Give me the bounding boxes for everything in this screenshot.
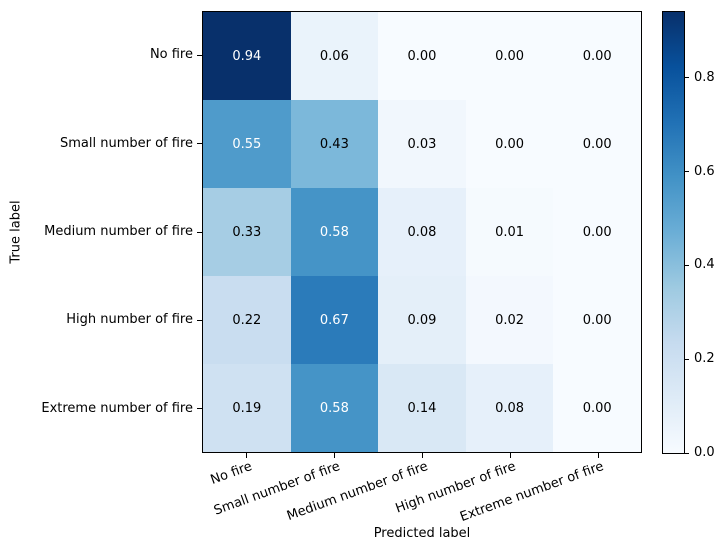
matrix-cell: 0.00 <box>378 12 466 100</box>
matrix-cell-value: 0.00 <box>582 136 612 152</box>
tick-mark <box>197 143 202 145</box>
y-tick-label: No fire <box>149 47 193 63</box>
matrix-cell-value: 0.58 <box>319 400 349 416</box>
colorbar-gradient <box>663 12 684 453</box>
matrix-cell: 0.58 <box>290 188 379 276</box>
colorbar <box>662 11 685 454</box>
x-tick-label: No fire <box>208 459 255 488</box>
colorbar-tick-label: 0.0 <box>694 445 715 460</box>
matrix-cell: 0.08 <box>378 188 466 276</box>
matrix-cell: 0.67 <box>290 276 379 364</box>
tick-mark <box>597 453 599 458</box>
colorbar-tick-label: 0.4 <box>694 257 715 273</box>
matrix-cell-value: 0.58 <box>319 224 349 240</box>
matrix-cell: 0.01 <box>465 188 554 276</box>
matrix-cell: 0.00 <box>465 100 554 188</box>
matrix-cell: 0.03 <box>378 100 466 188</box>
matrix-cell-value: 0.06 <box>319 48 349 64</box>
matrix-cell-value: 0.43 <box>319 136 349 152</box>
matrix-cell-value: 0.00 <box>407 48 437 64</box>
matrix-cell: 0.55 <box>203 100 291 188</box>
matrix-cell-value: 0.09 <box>407 312 437 328</box>
tick-mark <box>245 453 247 458</box>
matrix-cell-value: 0.19 <box>232 400 262 416</box>
matrix-cell: 0.19 <box>203 364 291 452</box>
tick-mark <box>197 231 202 233</box>
tick-mark <box>197 54 202 56</box>
matrix-cell-value: 0.22 <box>232 312 262 328</box>
tick-mark <box>685 452 689 454</box>
y-tick-label: Small number of fire <box>59 135 193 151</box>
matrix-cell: 0.43 <box>290 100 379 188</box>
matrix-cell: 0.06 <box>290 12 379 100</box>
tick-mark <box>509 453 511 458</box>
matrix-cell: 0.09 <box>378 276 466 364</box>
matrix-cell: 0.14 <box>378 364 466 452</box>
matrix-cell-value: 0.02 <box>495 312 525 328</box>
matrix-cell: 0.22 <box>203 276 291 364</box>
matrix-cell: 0.33 <box>203 188 291 276</box>
y-tick-label: Medium number of fire <box>44 224 193 239</box>
matrix-cell-value: 0.14 <box>407 400 437 416</box>
tick-mark <box>685 264 689 266</box>
y-tick-label: Extreme number of fire <box>41 400 193 416</box>
matrix-cell: 0.00 <box>553 188 641 276</box>
x-axis-label: Predicted label <box>373 526 471 541</box>
matrix-cell: 0.02 <box>465 276 554 364</box>
matrix-cell: 0.94 <box>203 12 291 100</box>
matrix-cell-value: 0.00 <box>582 224 612 240</box>
tick-mark <box>685 171 689 172</box>
colorbar-tick-label: 0.8 <box>694 69 715 85</box>
tick-mark <box>333 453 335 458</box>
matrix-cell-value: 0.08 <box>495 400 525 416</box>
matrix-cell-value: 0.00 <box>582 48 612 64</box>
matrix-cell-value: 0.33 <box>232 224 262 240</box>
matrix-cell-value: 0.08 <box>407 224 437 240</box>
matrix-cell-value: 0.01 <box>495 224 525 240</box>
matrix-cell: 0.00 <box>553 100 641 188</box>
matrix-cell-value: 0.03 <box>407 136 437 152</box>
y-tick-label: High number of fire <box>66 312 193 328</box>
tick-mark <box>685 77 689 79</box>
colorbar-tick-label: 0.6 <box>694 163 715 179</box>
matrix-cell-value: 0.00 <box>495 136 525 152</box>
matrix-cell: 0.00 <box>553 364 641 452</box>
x-tick-label: Extreme number of fire <box>458 459 607 525</box>
matrix-cell-value: 0.55 <box>232 136 262 152</box>
matrix-cell: 0.00 <box>553 12 641 100</box>
matrix-cell-value: 0.00 <box>582 400 612 416</box>
tick-mark <box>421 453 423 458</box>
matrix-cell-value: 0.94 <box>232 48 262 64</box>
tick-mark <box>197 319 202 321</box>
tick-mark <box>685 358 689 360</box>
matrix-cell: 0.08 <box>465 364 554 452</box>
matrix-cell: 0.00 <box>465 12 554 100</box>
tick-mark <box>197 408 202 410</box>
matrix-cell-value: 0.67 <box>319 312 349 328</box>
matrix-cell: 0.58 <box>290 364 379 452</box>
matrix-cell-value: 0.00 <box>495 48 525 64</box>
matrix-cell-value: 0.00 <box>582 312 612 328</box>
matrix-cell: 0.00 <box>553 276 641 364</box>
colorbar-tick-label: 0.2 <box>694 351 715 367</box>
heatmap-grid: 0.94 0.06 0.00 0.00 0.00 0.55 0.43 0.03 0.00 0.00… <box>202 11 642 453</box>
